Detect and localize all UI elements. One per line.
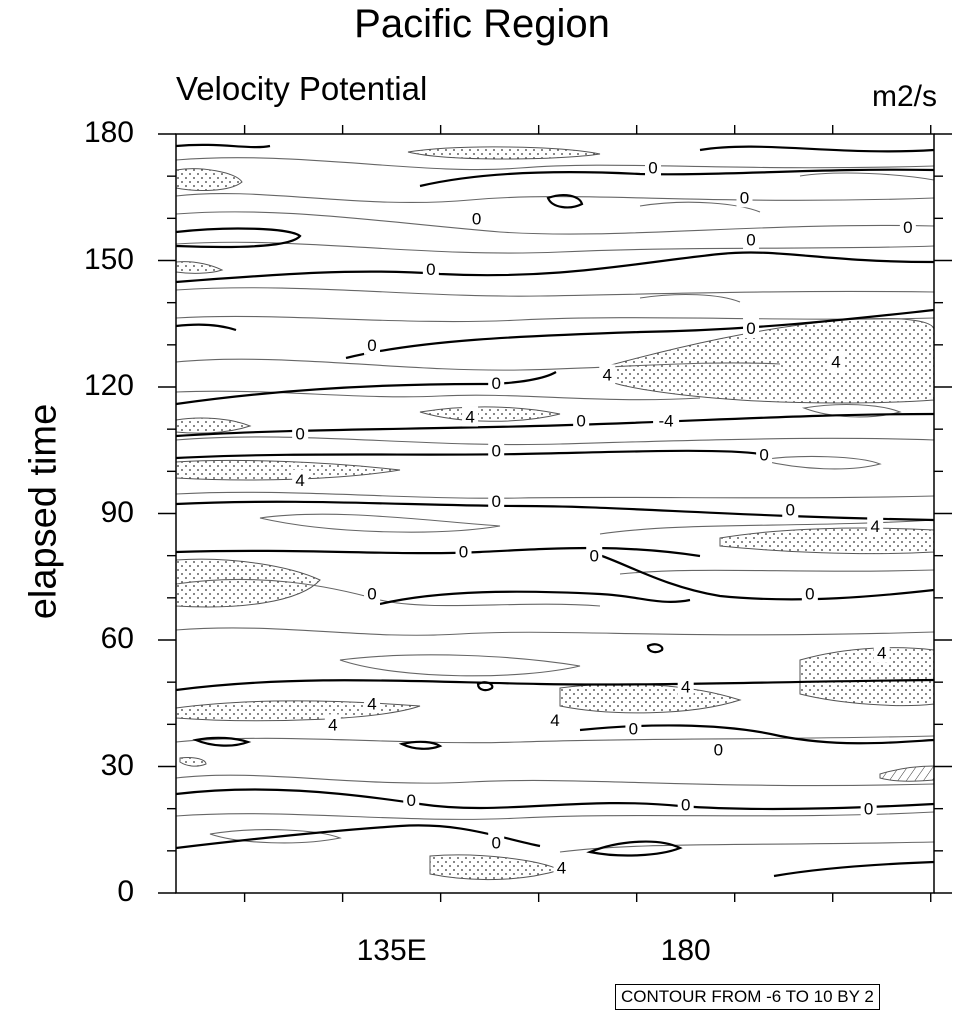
y-tick-label: 120 xyxy=(83,369,134,402)
contour-label-zero-bg xyxy=(586,545,603,566)
x-tick-label: 180 xyxy=(660,934,711,967)
variable-subtitle: Velocity Potential xyxy=(176,70,428,107)
contour-label-zero-bg xyxy=(488,440,505,461)
contour-label-zero: 0 xyxy=(629,720,638,739)
contour-info-box: CONTOUR FROM -6 TO 10 BY 2 xyxy=(615,984,880,1010)
contour-label-zero-bg xyxy=(488,832,505,853)
contour-label-zero-bg xyxy=(710,739,727,760)
contour-label-four-bg xyxy=(827,351,844,372)
contour-label-zero: 0 xyxy=(367,585,376,604)
contour-label-neg-four-bg xyxy=(653,410,680,431)
contour-label-four-bg xyxy=(324,714,341,735)
contour-label-zero: 0 xyxy=(746,230,755,249)
contour-label-zero: 0 xyxy=(426,260,435,279)
contour-label-four-bg xyxy=(867,516,884,537)
chart-title: Pacific Region xyxy=(354,2,610,46)
contour-label-zero: 0 xyxy=(648,159,657,178)
contour-label-four-bg xyxy=(547,710,563,731)
contour-label-zero-bg xyxy=(756,444,773,465)
contour-label-four: 4 xyxy=(831,353,840,372)
contour-label-zero-bg xyxy=(573,410,590,431)
contour-label-neg-four: -4 xyxy=(659,412,674,431)
contour-label-zero-bg xyxy=(468,208,485,229)
contour-label-zero-bg xyxy=(743,229,760,250)
contour-label-four: 4 xyxy=(295,471,304,490)
contour-label-zero: 0 xyxy=(740,188,749,207)
contour-label-four-bg xyxy=(364,693,381,714)
stipple-regions xyxy=(176,146,934,881)
contour-label-zero: 0 xyxy=(472,209,481,228)
contour-label-zero: 0 xyxy=(786,500,795,519)
contour-label-four: 4 xyxy=(557,859,566,878)
y-tick-label: 90 xyxy=(100,495,134,529)
contour-label-zero: 0 xyxy=(589,547,598,566)
contour-label-zero-bg xyxy=(364,334,381,355)
contour-label-four: 4 xyxy=(681,677,690,696)
contour-label-zero: 0 xyxy=(864,800,873,819)
contour-label-zero-bg xyxy=(860,798,877,819)
y-tick-label: 30 xyxy=(100,748,134,782)
y-tick-label: 150 xyxy=(83,242,134,276)
contour-label-zero: 0 xyxy=(746,319,755,338)
contour-label-four-bg xyxy=(462,406,479,427)
contour-label-four-bg xyxy=(553,857,570,878)
contour-label-zero-bg xyxy=(625,718,642,739)
zero-contours xyxy=(176,143,934,878)
y-tick-label: 60 xyxy=(100,622,134,655)
contour-label-zero-bg xyxy=(488,372,505,393)
contour-label-four-bg xyxy=(292,469,309,490)
contour-field: 0 0 0 0 0 0 0 0 0 0 0 0 0 0 0 0 0 0 0 0 0 0 0 0 0 4 4 4 4 4 4 4 4 4 4 4 -4 xyxy=(176,143,934,881)
contour-label-zero: 0 xyxy=(295,424,304,443)
contour-label-zero: 0 xyxy=(367,336,376,355)
contour-label-zero: 0 xyxy=(714,741,723,760)
contour-label-zero: 0 xyxy=(681,795,690,814)
contour-label-zero: 0 xyxy=(805,585,814,604)
thin-contours xyxy=(176,157,934,853)
contour-label-four-bg xyxy=(599,364,616,385)
axis-ticks xyxy=(158,125,952,902)
contour-label-zero: 0 xyxy=(407,791,416,810)
y-tick-label: 0 xyxy=(117,875,134,908)
contour-label-zero-bg xyxy=(488,490,505,511)
contour-label-four: 4 xyxy=(465,408,474,427)
contour-label-zero-bg xyxy=(801,583,818,604)
contour-label-zero-bg xyxy=(403,790,420,811)
contour-label-zero-bg xyxy=(292,423,309,444)
contour-label-four: 4 xyxy=(367,694,376,713)
contour-label-zero-bg xyxy=(677,794,694,815)
contour-label-zero-bg xyxy=(736,187,753,208)
contour-label-zero: 0 xyxy=(903,218,912,237)
contour-label-zero: 0 xyxy=(576,412,585,431)
contour-label-four: 4 xyxy=(328,715,337,734)
units-subtitle: m2/s xyxy=(871,80,937,113)
contour-label-zero: 0 xyxy=(491,492,500,511)
hatch-regions xyxy=(879,765,934,782)
contour-label-zero-bg xyxy=(364,583,381,604)
contour-label-zero-bg xyxy=(782,499,799,520)
contour-label-zero-bg xyxy=(455,541,472,562)
contour-label-four: 4 xyxy=(603,365,612,384)
x-tick-label: 135E xyxy=(356,934,427,967)
contour-label-zero: 0 xyxy=(491,441,500,460)
contour-label-four-bg xyxy=(677,676,694,697)
contour-label-zero: 0 xyxy=(759,445,768,464)
contour-label-four-bg xyxy=(873,642,890,663)
contour-label-four: 4 xyxy=(870,517,879,536)
contour-label-zero: 0 xyxy=(459,542,468,561)
contour-label-zero: 0 xyxy=(491,374,500,393)
contour-label-zero-bg xyxy=(422,258,439,279)
contour-label-four: 4 xyxy=(877,644,886,663)
contour-label-zero-bg xyxy=(899,216,916,237)
contour-label-zero-bg xyxy=(743,317,760,338)
contour-label-zero: 0 xyxy=(491,833,500,852)
contour-label-four: 4 xyxy=(550,711,559,730)
contour-label-zero-bg xyxy=(645,157,662,178)
y-tick-label: 180 xyxy=(83,116,134,149)
contour-labels: 0 0 0 0 0 0 0 0 0 0 0 0 0 0 0 0 0 0 0 0 0 0 0 0 0 4 4 4 4 4 4 4 4 4 4 4 -4 xyxy=(292,157,916,878)
